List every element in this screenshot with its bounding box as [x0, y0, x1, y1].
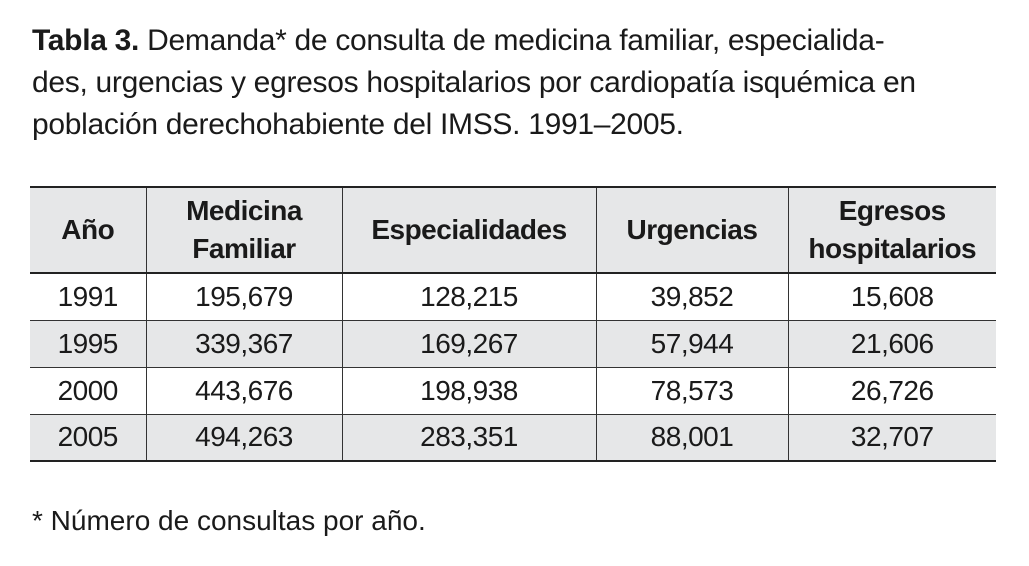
table-row: 2000 443,676 198,938 78,573 26,726: [30, 367, 996, 414]
header-row: Año Medicina Familiar Especialidades Urg…: [30, 187, 996, 273]
caption-line-3: población derechohabiente del IMSS. 1991…: [32, 108, 684, 141]
cell-year: 2000: [57, 374, 119, 406]
cell-medicina-familiar: 494,263: [145, 414, 342, 461]
cell-year: 1991: [57, 280, 119, 312]
table-body: 1991 195,679 128,215 39,852 15,608 1995 …: [30, 273, 996, 461]
header-especialidades: Especialidades: [341, 187, 596, 273]
cell-year: 2005: [57, 421, 119, 453]
header-mf-line-2: Familiar: [192, 233, 296, 264]
cell-urgencias: 57,944: [595, 320, 788, 367]
cell-urgencias: 88,001: [595, 414, 788, 461]
cell-especialidades: 169,267: [341, 320, 596, 367]
caption-label: Tabla 3.: [32, 24, 140, 57]
cell-medicina-familiar: 339,367: [145, 320, 342, 367]
table-caption: Tabla 3. Demanda* de consulta de medicin…: [32, 20, 1002, 146]
cell-medicina-familiar: 195,679: [145, 273, 342, 320]
cell-egresos: 21,606: [787, 320, 996, 367]
table-row: 2005 494,263 283,351 88,001 32,707: [30, 414, 996, 461]
cell-egresos: 26,726: [787, 367, 996, 414]
caption-text-1: Demanda* de consulta de medicina familia…: [139, 24, 885, 57]
caption-line-2: des, urgencias y egresos hospitalarios p…: [32, 66, 916, 99]
cell-egresos: 15,608: [787, 273, 996, 320]
demand-table: Año Medicina Familiar Especialidades Urg…: [30, 186, 996, 462]
header-egresos: Egresos hospitalarios: [787, 187, 996, 273]
header-egr-line-2: hospitalarios: [808, 233, 977, 264]
caption-line-1: Tabla 3. Demanda* de consulta de medicin…: [32, 20, 1002, 62]
cell-especialidades: 198,938: [341, 367, 596, 414]
header-year: Año: [61, 214, 115, 245]
header-egr-line-1: Egresos: [838, 195, 947, 226]
cell-especialidades: 283,351: [341, 414, 596, 461]
table-row: 1991 195,679 128,215 39,852 15,608: [30, 273, 996, 320]
header-medicina-familiar: Medicina Familiar: [145, 187, 342, 273]
cell-year: 1995: [57, 327, 119, 359]
cell-urgencias: 39,852: [595, 273, 788, 320]
cell-especialidades: 128,215: [341, 273, 596, 320]
table-header: Año Medicina Familiar Especialidades Urg…: [30, 187, 996, 273]
header-urgencias: Urgencias: [595, 187, 788, 273]
header-mf-line-1: Medicina: [186, 195, 302, 226]
table-footnote: * Número de consultas por año.: [32, 505, 426, 536]
table-row: 1995 339,367 169,267 57,944 21,606: [30, 320, 996, 367]
cell-urgencias: 78,573: [595, 367, 788, 414]
cell-medicina-familiar: 443,676: [145, 367, 342, 414]
cell-egresos: 32,707: [787, 414, 996, 461]
